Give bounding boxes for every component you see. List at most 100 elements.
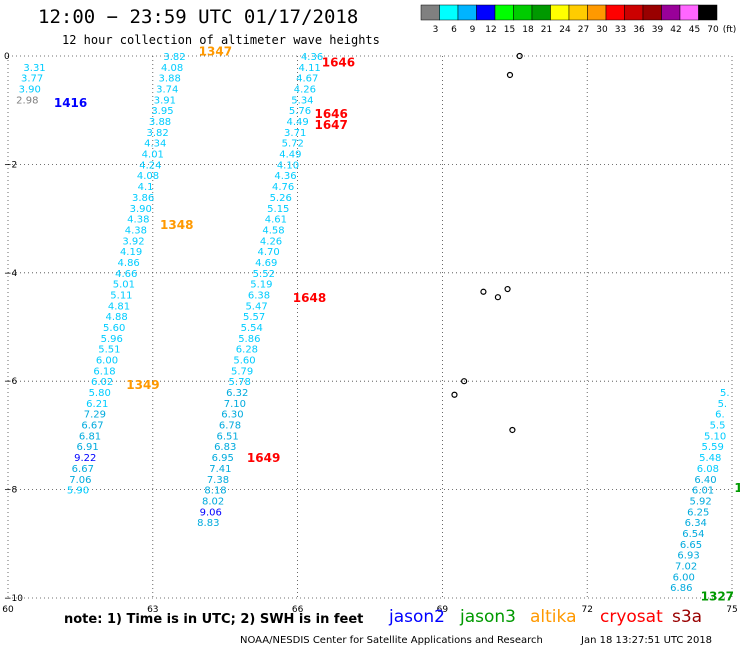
- scale-swatch: [568, 4, 588, 21]
- wave-height-point: 2.98: [16, 95, 38, 106]
- wave-height-point: 5.26: [270, 193, 292, 204]
- island-marker: [461, 378, 468, 385]
- color-scale: 3 6 9 12 15 18 21 24 27 30 33 36 39 42 45 70 (ft): [420, 4, 737, 35]
- scale-tick-label: 3: [433, 25, 439, 35]
- island-marker: [509, 426, 516, 434]
- wave-height-point: 5.: [720, 388, 730, 399]
- scale-swatch: [550, 4, 570, 21]
- wave-height-point: 4.81: [108, 301, 130, 312]
- wave-height-point: 4.36: [274, 171, 296, 182]
- wave-height-point: 3.95: [151, 106, 173, 117]
- wave-height-point: 7.38: [207, 475, 229, 486]
- wave-height-point: 6.00: [96, 356, 118, 367]
- y-tick-label: −2: [4, 160, 17, 170]
- page-title: 12:00 − 23:59 UTC 01/17/2018: [38, 6, 359, 28]
- scale-swatch: [624, 4, 644, 21]
- wave-height-point: 5.54: [241, 323, 263, 334]
- scale-swatch: [457, 4, 477, 21]
- wave-height-point: 6.67: [72, 464, 94, 475]
- wave-height-point: 8.83: [197, 518, 219, 529]
- scale-swatch: [698, 4, 718, 21]
- y-tick-label: −8: [4, 486, 18, 496]
- x-tick-label: 75: [726, 605, 737, 615]
- wave-height-point: 3.88: [149, 117, 171, 128]
- chart-axes: 60 63 66 69 72 75 0 −2 −4 −6 −8 −10: [2, 52, 737, 615]
- wave-height-point: 5.59: [702, 442, 724, 453]
- wave-height-point: 9.22: [74, 453, 96, 464]
- scale-swatch: [679, 4, 699, 21]
- wave-height-point: 4.67: [296, 74, 318, 85]
- scale-tick-label: 15: [504, 25, 515, 35]
- footer-note: note: 1) Time is in UTC; 2) SWH is in fe…: [64, 612, 364, 627]
- scale-tick-label: 30: [596, 25, 608, 35]
- y-tick-label: −4: [4, 269, 18, 279]
- wave-height-point: 5.11: [110, 290, 132, 301]
- wave-height-point: 7.41: [209, 464, 231, 475]
- scale-tick-label: 9: [470, 25, 476, 35]
- wave-height-point: 5.92: [689, 496, 711, 507]
- scale-swatch: [420, 4, 440, 21]
- pass-time-label: 1649: [247, 451, 280, 465]
- wave-height-point: 3.88: [159, 74, 181, 85]
- wave-height-point: 3.90: [19, 85, 41, 96]
- wave-height-point: 8.02: [202, 496, 224, 507]
- wave-height-point: 4.61: [265, 215, 287, 226]
- wave-height-point: 4.1: [138, 182, 154, 193]
- scale-swatch: [587, 4, 607, 21]
- pass-time-label: 1348: [160, 218, 193, 232]
- wave-height-point: 5.: [718, 399, 728, 410]
- x-tick-label: 69: [437, 605, 449, 615]
- wave-height-point: 4.36: [301, 52, 323, 63]
- x-tick-label: 66: [292, 605, 304, 615]
- wave-height-point: 6.65: [680, 540, 702, 551]
- wave-height-point: 3.74: [156, 85, 178, 96]
- wave-height-point: 4.08: [161, 63, 183, 74]
- wave-height-point: 4.10: [277, 160, 299, 171]
- footer-timestamp: Jan 18 13:27:51 UTC 2018: [581, 635, 713, 646]
- scale-unit-label: (ft): [723, 25, 737, 35]
- wave-height-point: 4.24: [139, 160, 161, 171]
- x-tick-label: 60: [2, 605, 14, 615]
- wave-height-point: 6.28: [236, 345, 258, 356]
- wave-height-point: 4.08: [137, 171, 159, 182]
- wave-height-point: 4.69: [255, 258, 277, 269]
- wave-height-point: 5.72: [282, 139, 304, 150]
- scale-swatch: [661, 4, 681, 21]
- scale-swatch: [642, 4, 662, 21]
- wave-height-point: 6.93: [677, 551, 699, 562]
- scale-tick-label: 45: [689, 25, 700, 35]
- x-tick-label: 63: [147, 605, 158, 615]
- x-tick-label: 72: [581, 605, 592, 615]
- wave-height-point: 6.21: [86, 399, 108, 410]
- chart-grid: [7, 55, 733, 599]
- wave-height-point: 7.10: [224, 399, 246, 410]
- wave-height-point: 4.49: [286, 117, 308, 128]
- island-markers: [451, 52, 523, 434]
- wave-height-point: 6.95: [212, 453, 234, 464]
- scale-swatch: [605, 4, 625, 21]
- island-marker: [516, 52, 523, 60]
- wave-height-point: 6.02: [91, 377, 113, 388]
- pass-time-label: 1646: [322, 55, 355, 69]
- wave-height-point: 3.82: [146, 128, 168, 139]
- wave-height-point: 6.54: [682, 529, 704, 540]
- wave-height-point: 5.86: [238, 334, 260, 345]
- pass-time-label: 1416: [54, 96, 87, 110]
- wave-height-point: 6.51: [216, 431, 238, 442]
- wave-height-point: 4.38: [127, 215, 149, 226]
- wave-height-point: 4.19: [120, 247, 142, 258]
- wave-height-point: 4.11: [299, 63, 321, 74]
- y-tick-label: −6: [4, 377, 18, 387]
- pass-time-label: 1: [734, 481, 740, 495]
- wave-height-point: 6.: [715, 410, 725, 421]
- wave-height-point: 5.48: [699, 453, 721, 464]
- island-marker: [480, 288, 487, 295]
- wave-height-point: 3.71: [284, 128, 306, 139]
- wave-height-point: 4.76: [272, 182, 294, 193]
- y-tick-label: 0: [4, 52, 10, 62]
- wave-height-point: 5.10: [704, 431, 726, 442]
- wave-height-point: 3.86: [132, 193, 154, 204]
- pass-time-label: 1327: [701, 589, 734, 603]
- wave-height-point: 4.70: [258, 247, 280, 258]
